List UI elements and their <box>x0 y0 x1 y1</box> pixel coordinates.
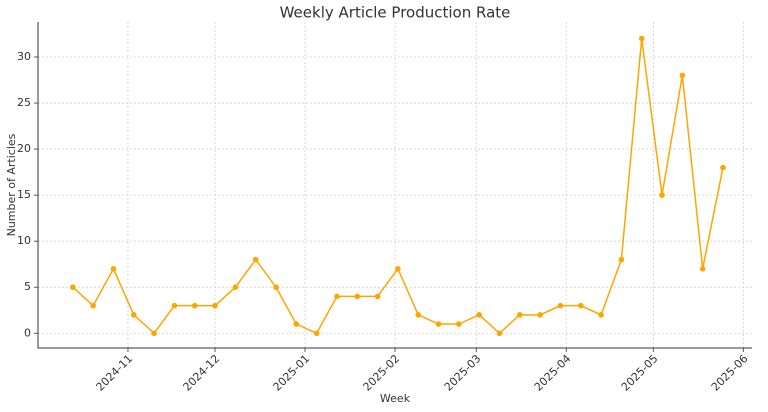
point <box>90 302 96 309</box>
x-tick-label: 2025-02 <box>361 352 403 394</box>
point <box>557 302 564 309</box>
point <box>618 256 625 263</box>
line <box>72 38 724 335</box>
point <box>517 312 523 318</box>
point <box>70 284 76 291</box>
y-tick-label: 15 <box>17 188 31 201</box>
x-axis-label: Week <box>380 392 411 405</box>
point <box>374 293 381 300</box>
point <box>415 312 422 318</box>
point <box>456 321 462 327</box>
point <box>476 312 482 318</box>
point <box>212 302 218 309</box>
y-tick-label: 20 <box>17 142 31 155</box>
point <box>191 302 198 309</box>
chart-title: Weekly Article Production Rate <box>280 4 511 22</box>
y-tick-label: 5 <box>24 280 31 293</box>
point <box>171 302 178 309</box>
point <box>252 256 259 263</box>
point <box>537 312 543 318</box>
y-tick-label: 25 <box>17 96 31 109</box>
point <box>273 284 279 291</box>
x-tick-label: 2025-01 <box>271 352 313 394</box>
point <box>395 266 401 272</box>
point <box>151 330 157 337</box>
y-tick-label: 30 <box>17 50 31 63</box>
point <box>293 321 300 327</box>
y-tick-label: 0 <box>24 326 31 339</box>
point <box>638 35 645 42</box>
point <box>720 164 726 171</box>
point <box>598 312 604 318</box>
point <box>496 330 503 337</box>
point <box>435 321 442 327</box>
point <box>679 72 686 79</box>
x-tick-label: 2025-04 <box>532 352 574 394</box>
x-tick-label: 2025-06 <box>709 352 751 394</box>
point <box>354 293 361 300</box>
point <box>110 266 117 272</box>
x-tick-label: 2024-11 <box>94 352 136 394</box>
point <box>334 293 340 300</box>
x-tick-label: 2024-12 <box>181 352 223 394</box>
point <box>659 192 665 198</box>
point <box>232 284 239 291</box>
y-tick-label: 10 <box>17 234 31 247</box>
point <box>313 330 320 337</box>
x-tick-label: 2025-03 <box>442 352 484 394</box>
point <box>130 312 137 318</box>
point <box>577 302 584 309</box>
point <box>699 266 706 272</box>
y-axis-label: Number of Articles <box>5 133 18 236</box>
axis-frame <box>37 22 752 349</box>
x-tick-label: 2025-05 <box>619 352 661 394</box>
